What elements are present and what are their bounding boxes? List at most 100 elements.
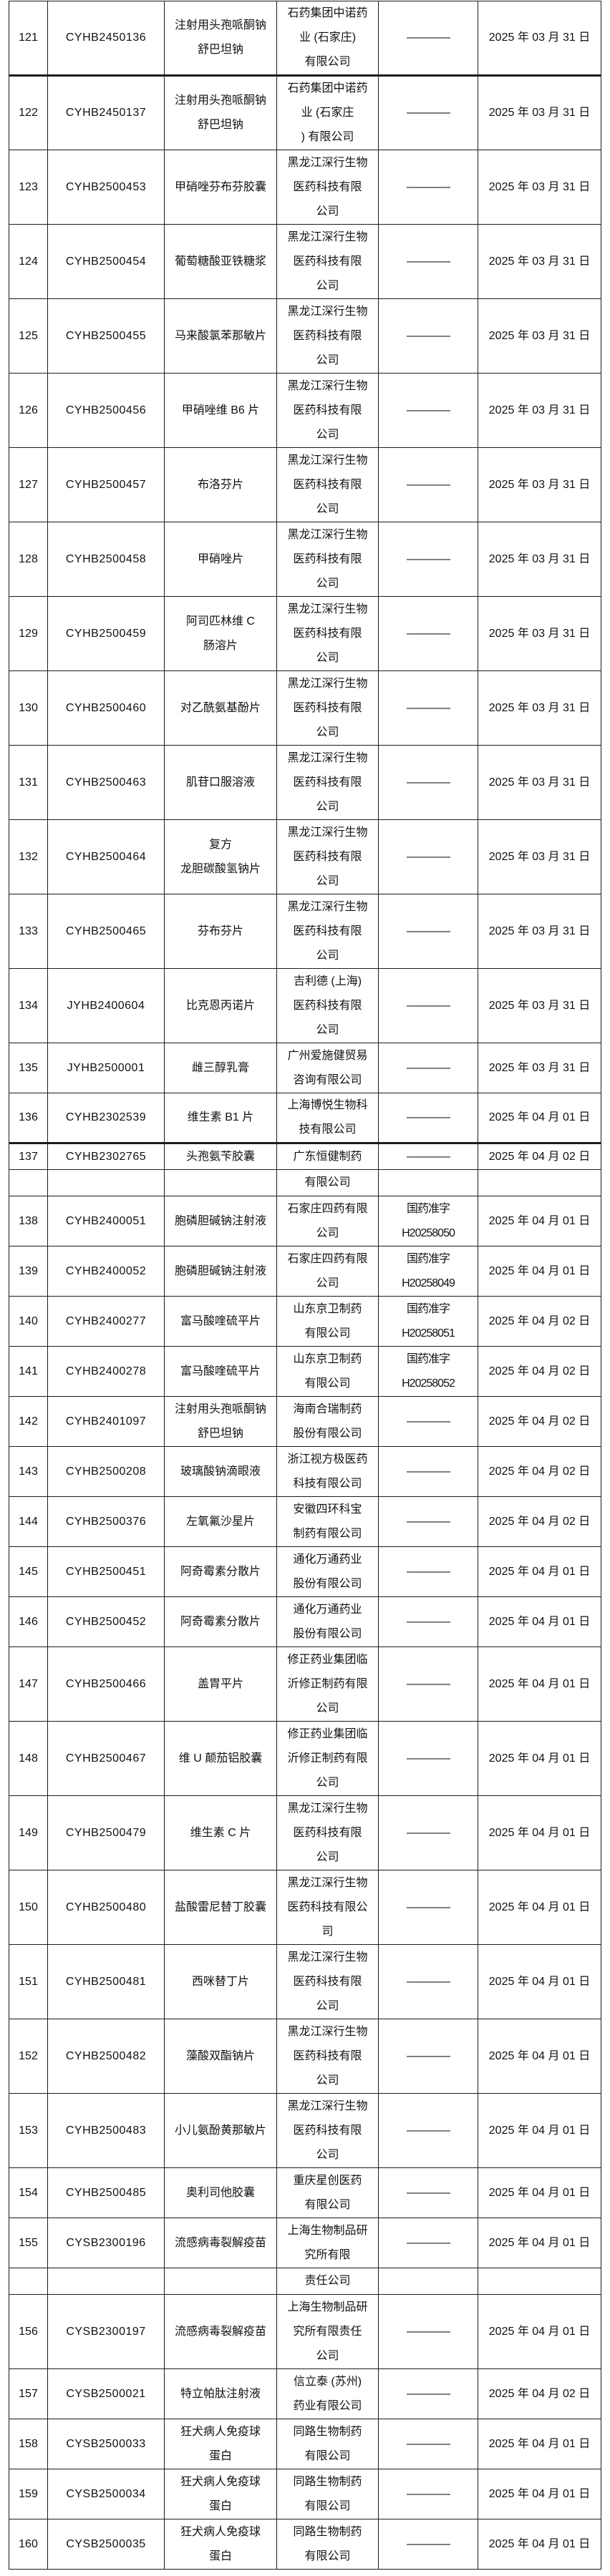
row-number-cell: 134 [9,968,48,1043]
drug-name-cell: 特立帕肽注射液 [164,2368,277,2419]
approval-date-cell: 2025 年 03 月 31 日 [478,819,601,894]
acceptance-number-cell: CYSB2500035 [47,2519,165,2570]
drug-name-cell: 复方 龙胆碳酸氢钠片 [164,819,277,894]
approval-date-cell [478,1169,601,1196]
approval-number-cell: ———— [378,522,478,597]
drug-name-cell: 甲硝唑片 [164,522,277,597]
company-name-cell: 修正药业集团临 沂修正制药有限 公司 [276,1646,379,1722]
row-number-cell: 158 [9,2419,48,2469]
acceptance-number-cell: CYHB2500466 [47,1646,165,1722]
company-name-cell: 黑龙江深行生物 医药科技有限 公司 [276,894,379,969]
acceptance-number-cell: CYHB2500460 [47,670,165,746]
drug-name-cell: 盐酸雷尼替丁胶囊 [164,1870,277,1945]
approval-number-cell: ———— [378,2368,478,2419]
acceptance-number-cell: CYSB2300197 [47,2294,165,2369]
table-row: 148 CYHB2500467 维 U 颠茄铝胶囊 修正药业集团临 沂修正制药有… [9,1721,601,1796]
table-row: 130 CYHB2500460 对乙酰氨基酚片 黑龙江深行生物 医药科技有限 公… [9,670,601,746]
approval-date-cell: 2025 年 04 月 01 日 [478,2419,601,2469]
acceptance-number-cell: CYHB2450137 [47,74,165,150]
approval-date-cell: 2025 年 04 月 01 日 [478,2093,601,2168]
drug-name-cell: 阿奇霉素分散片 [164,1596,277,1647]
approval-number-cell: ———— [378,2019,478,2094]
approval-number-cell: 国药准字 H20258050 [378,1196,478,1246]
table-row: 160 CYSB2500035 狂犬病人免疫球 蛋白 同路生物制药 有限公司 —… [9,2519,601,2570]
drug-name-cell: 盖胃平片 [164,1646,277,1722]
approval-number-cell: ———— [378,1870,478,1945]
acceptance-number-cell: CYHB2500376 [47,1496,165,1547]
drug-name-cell: 胞磷胆碱钠注射液 [164,1246,277,1297]
table-row: 责任公司 [9,2268,601,2295]
company-name-cell: 安徽四环科宝 制药有限公司 [276,1496,379,1547]
acceptance-number-cell: CYHB2400052 [47,1246,165,1297]
table-row: 149 CYHB2500479 维生素 C 片 黑龙江深行生物 医药科技有限 公… [9,1795,601,1870]
acceptance-number-cell: CYHB2500451 [47,1546,165,1597]
row-number-cell: 151 [9,1944,48,2019]
drug-name-cell: 玻璃酸钠滴眼液 [164,1446,277,1497]
company-name-cell: 浙江视方极医药 科技有限公司 [276,1446,379,1497]
company-name-cell: 广州爱施健贸易 咨询有限公司 [276,1043,379,1093]
company-name-cell: 同路生物制药 有限公司 [276,2469,379,2519]
acceptance-number-cell: CYHB2500454 [47,224,165,299]
drug-name-cell: 富马酸喹硫平片 [164,1296,277,1347]
row-number-cell: 144 [9,1496,48,1547]
drug-name-cell: 甲硝唑芬布芬胶囊 [164,150,277,225]
drug-name-cell [164,1169,277,1196]
approval-date-cell: 2025 年 04 月 02 日 [478,1346,601,1397]
drug-name-cell: 维生素 B1 片 [164,1093,277,1143]
company-name-cell: 山东京卫制药 有限公司 [276,1346,379,1397]
row-number-cell: 141 [9,1346,48,1397]
approval-date-cell: 2025 年 03 月 31 日 [478,298,601,374]
table-row: 158 CYSB2500033 狂犬病人免疫球 蛋白 同路生物制药 有限公司 —… [9,2419,601,2469]
approval-number-cell: ———— [378,1721,478,1796]
row-number-cell: 121 [9,1,48,76]
acceptance-number-cell [47,1169,165,1196]
approval-number-cell: ———— [378,298,478,374]
approval-date-cell: 2025 年 03 月 31 日 [478,224,601,299]
row-number-cell: 149 [9,1795,48,1870]
row-number-cell: 147 [9,1646,48,1722]
drug-name-cell: 布洛芬片 [164,447,277,522]
row-number-cell: 122 [9,74,48,150]
approval-date-cell: 2025 年 04 月 01 日 [478,1546,601,1597]
approval-date-cell: 2025 年 03 月 31 日 [478,1043,601,1093]
approval-number-cell: 国药准字 H20258052 [378,1346,478,1397]
approval-date-cell: 2025 年 04 月 01 日 [478,1093,601,1143]
acceptance-number-cell: CYHB2500208 [47,1446,165,1497]
drug-name-cell: 甲硝唑维 B6 片 [164,373,277,448]
approval-number-cell [378,1169,478,1196]
acceptance-number-cell: CYHB2500456 [47,373,165,448]
table-row: 136 CYHB2302539 维生素 B1 片 上海博悦生物科 技有限公司 —… [9,1093,601,1143]
drug-name-cell: 狂犬病人免疫球 蛋白 [164,2469,277,2519]
row-number-cell: 153 [9,2093,48,2168]
acceptance-number-cell: CYHB2500458 [47,522,165,597]
company-name-cell: 上海生物制品研 究所有限责任 公司 [276,2294,379,2369]
company-name-cell: 黑龙江深行生物 医药科技有限 公司 [276,447,379,522]
row-number-cell [9,1169,48,1196]
row-number-cell: 124 [9,224,48,299]
drug-name-cell: 左氧氟沙星片 [164,1496,277,1547]
drug-name-cell: 维 U 颠茄铝胶囊 [164,1721,277,1796]
row-number-cell: 126 [9,373,48,448]
approval-date-cell: 2025 年 04 月 01 日 [478,1246,601,1297]
row-number-cell: 154 [9,2167,48,2218]
table-row: 143 CYHB2500208 玻璃酸钠滴眼液 浙江视方极医药 科技有限公司 —… [9,1446,601,1497]
approval-number-cell: ———— [378,1142,478,1170]
table-row: 128 CYHB2500458 甲硝唑片 黑龙江深行生物 医药科技有限 公司 —… [9,522,601,597]
approval-date-cell: 2025 年 03 月 31 日 [478,894,601,969]
company-name-cell: 责任公司 [276,2268,379,2295]
drug-name-cell: 比克恩丙诺片 [164,968,277,1043]
approval-date-cell: 2025 年 04 月 02 日 [478,1296,601,1347]
table-row: 126 CYHB2500456 甲硝唑维 B6 片 黑龙江深行生物 医药科技有限… [9,373,601,448]
drug-name-cell: 维生素 C 片 [164,1795,277,1870]
table-row: 159 CYSB2500034 狂犬病人免疫球 蛋白 同路生物制药 有限公司 —… [9,2469,601,2519]
drug-name-cell: 注射用头孢哌酮钠 舒巴坦钠 [164,1396,277,1447]
table-row: 139 CYHB2400052 胞磷胆碱钠注射液 石家庄四药有限 公司 国药准字… [9,1246,601,1297]
company-name-cell: 上海生物制品研 究所有限 [276,2218,379,2268]
acceptance-number-cell: CYHB2500485 [47,2167,165,2218]
acceptance-number-cell: CYHB2500459 [47,596,165,671]
acceptance-number-cell [47,2268,165,2295]
row-number-cell: 139 [9,1246,48,1297]
row-number-cell: 135 [9,1043,48,1093]
drug-name-cell: 头孢氨苄胶囊 [164,1142,277,1170]
